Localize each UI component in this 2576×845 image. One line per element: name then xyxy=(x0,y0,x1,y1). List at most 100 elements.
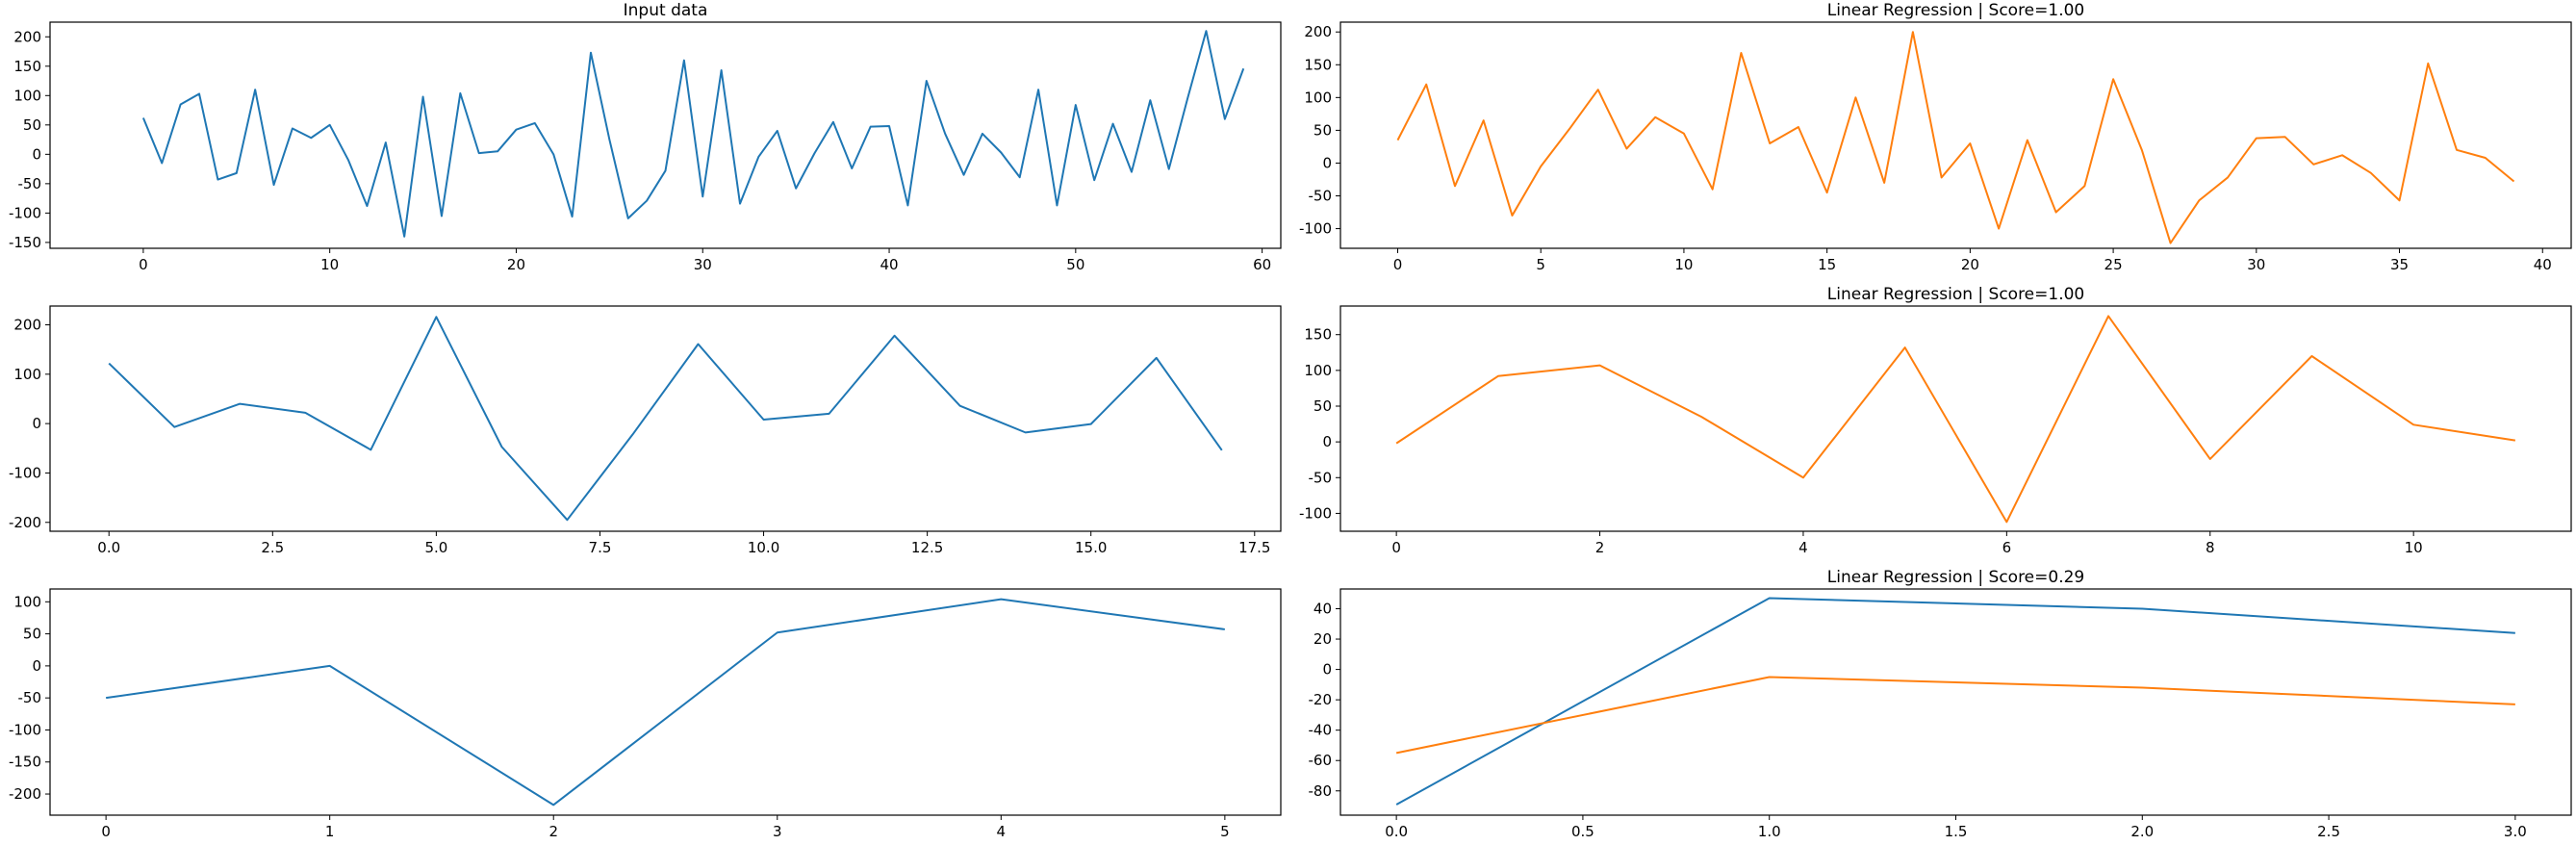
axes-frame xyxy=(1339,588,2572,816)
x-tick-label: 0 xyxy=(139,256,148,273)
axes-frame xyxy=(1339,21,2572,249)
y-tick-label: 50 xyxy=(23,626,41,643)
x-tick-label: 15 xyxy=(1818,256,1836,273)
x-tick-label: 10 xyxy=(320,256,339,273)
subplot-5: 0 1 2 3 4 5 -200 -150 -100 -50 0 50 100 xyxy=(9,588,1282,840)
y-tick-label: -80 xyxy=(1309,782,1333,800)
x-tick-label: 10 xyxy=(1674,256,1693,273)
x-tick-label: 5 xyxy=(1536,256,1545,273)
x-tick-label: 40 xyxy=(880,256,898,273)
axes-frame xyxy=(49,305,1282,532)
series-line-1 xyxy=(141,30,1245,238)
x-tick-label: 4 xyxy=(1798,539,1808,556)
y-tick-label: 100 xyxy=(13,87,41,104)
subplot-title: Input data xyxy=(624,1,708,20)
x-tick-label: 7.5 xyxy=(589,539,612,556)
y-tick-label: -40 xyxy=(1309,722,1333,739)
x-tick-label: 30 xyxy=(694,256,712,273)
x-tick-label: 20 xyxy=(507,256,525,273)
series-line-1 xyxy=(108,316,1223,522)
x-tick-label: 6 xyxy=(2002,539,2012,556)
y-tick-label: 50 xyxy=(23,116,41,134)
y-tick-label: -50 xyxy=(18,689,42,706)
y-tick-label: 0 xyxy=(32,657,41,675)
x-tick-label: 4 xyxy=(997,823,1007,840)
x-tick-label: 2 xyxy=(1595,539,1605,556)
series-line-1 xyxy=(1395,315,2516,524)
x-tick-label: 0 xyxy=(101,823,111,840)
y-tick-label: 150 xyxy=(1304,56,1332,73)
y-tick-label: 100 xyxy=(13,593,41,610)
y-tick-label: -100 xyxy=(9,204,41,221)
series-line-1 xyxy=(1396,31,2515,244)
subplot-2: 0 5 10 15 20 25 30 35 40 -100 -50 0 50 100 150 200 Linea… xyxy=(1299,1,2572,273)
y-tick-label: -100 xyxy=(9,721,41,738)
series-line-1 xyxy=(105,598,1225,807)
x-tick-label: 0 xyxy=(1391,539,1401,556)
y-tick-label: 200 xyxy=(13,28,41,45)
y-tick-label: 100 xyxy=(1304,362,1332,379)
x-tick-label: 15.0 xyxy=(1075,539,1107,556)
y-tick-label: -150 xyxy=(9,234,41,251)
y-tick-label: -50 xyxy=(1309,188,1333,205)
x-tick-label: 0.0 xyxy=(1385,823,1408,840)
axes-frame xyxy=(49,588,1282,816)
x-tick-label: 2 xyxy=(548,823,558,840)
y-tick-label: 20 xyxy=(1314,630,1332,648)
subplot-4: 0 2 4 6 8 10 -100 -50 0 50 100 150 Linear Regression… xyxy=(1299,285,2572,556)
y-tick-label: 100 xyxy=(13,366,41,383)
series-line-1 xyxy=(1395,597,2515,806)
subplot-1: 0 10 20 30 40 50 60 -150 -100 -50 0 50 100 150 200 Inpu… xyxy=(9,1,1282,273)
x-tick-label: 5 xyxy=(1220,823,1230,840)
y-tick-label: -50 xyxy=(1309,469,1333,486)
x-tick-label: 10.0 xyxy=(748,539,779,556)
subplot-6: 0.0 0.5 1.0 1.5 2.0 2.5 3.0 -80 -60 -40 -20 0 20 40 Li… xyxy=(1309,568,2572,840)
y-tick-label: 40 xyxy=(1314,601,1332,618)
x-tick-label: 0.0 xyxy=(97,539,120,556)
y-tick-label: -100 xyxy=(9,464,41,481)
x-tick-label: 17.5 xyxy=(1238,539,1270,556)
y-tick-label: 0 xyxy=(32,145,41,163)
x-tick-label: 2.5 xyxy=(261,539,284,556)
y-tick-label: 200 xyxy=(1304,23,1332,40)
x-tick-label: 2.0 xyxy=(2130,823,2154,840)
subplot-title: Linear Regression | Score=1.00 xyxy=(1827,1,2084,20)
subplot-title: Linear Regression | Score=1.00 xyxy=(1827,285,2084,304)
y-tick-label: -20 xyxy=(1309,691,1333,708)
y-tick-label: 200 xyxy=(13,317,41,334)
x-tick-label: 0 xyxy=(1393,256,1403,273)
y-tick-label: 100 xyxy=(1304,89,1332,106)
y-tick-label: 0 xyxy=(1322,154,1332,171)
y-tick-label: -200 xyxy=(9,785,41,803)
x-tick-label: 2.5 xyxy=(2317,823,2340,840)
subplot-3: 0.0 2.5 5.0 7.5 10.0 12.5 15.0 17.5 -200 -100 0 100… xyxy=(9,305,1282,556)
x-tick-label: 8 xyxy=(2206,539,2215,556)
series-line-2 xyxy=(1395,676,2515,755)
y-tick-label: 150 xyxy=(1304,326,1332,344)
x-tick-label: 3.0 xyxy=(2504,823,2527,840)
y-tick-label: 50 xyxy=(1314,397,1332,415)
y-tick-label: 0 xyxy=(1322,433,1332,450)
x-tick-label: 40 xyxy=(2534,256,2552,273)
y-tick-label: -150 xyxy=(9,754,41,771)
x-tick-label: 50 xyxy=(1066,256,1084,273)
x-tick-label: 1.5 xyxy=(1945,823,1968,840)
x-tick-label: 35 xyxy=(2390,256,2409,273)
x-tick-label: 60 xyxy=(1253,256,1271,273)
x-tick-label: 12.5 xyxy=(911,539,943,556)
y-tick-label: 0 xyxy=(1322,661,1332,679)
subplot-title: Linear Regression | Score=0.29 xyxy=(1827,568,2084,587)
y-tick-label: -100 xyxy=(1299,504,1332,522)
axes-frame xyxy=(49,21,1282,249)
y-tick-label: -200 xyxy=(9,514,41,531)
y-tick-label: 0 xyxy=(32,415,41,432)
x-tick-label: 25 xyxy=(2104,256,2123,273)
x-tick-label: 1.0 xyxy=(1758,823,1781,840)
y-tick-label: -60 xyxy=(1309,752,1333,769)
x-tick-label: 5.0 xyxy=(424,539,447,556)
x-tick-label: 0.5 xyxy=(1571,823,1594,840)
y-tick-label: 150 xyxy=(13,58,41,75)
axes-frame xyxy=(1339,305,2572,532)
x-tick-label: 20 xyxy=(1961,256,1979,273)
